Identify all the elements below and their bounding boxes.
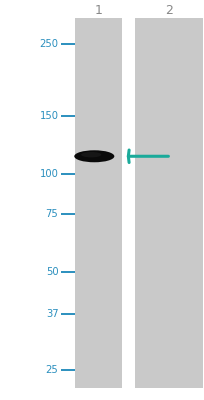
- Text: 75: 75: [45, 209, 58, 219]
- Text: 1: 1: [94, 4, 102, 16]
- Ellipse shape: [81, 152, 101, 157]
- Text: 50: 50: [45, 267, 58, 277]
- Text: 100: 100: [39, 168, 58, 178]
- Bar: [74, 18, 121, 388]
- Text: 37: 37: [45, 309, 58, 319]
- Text: 25: 25: [45, 365, 58, 375]
- Text: 2: 2: [164, 4, 172, 16]
- Text: 150: 150: [39, 111, 58, 121]
- Ellipse shape: [74, 150, 114, 162]
- Text: 250: 250: [39, 39, 58, 49]
- Bar: [135, 18, 202, 388]
